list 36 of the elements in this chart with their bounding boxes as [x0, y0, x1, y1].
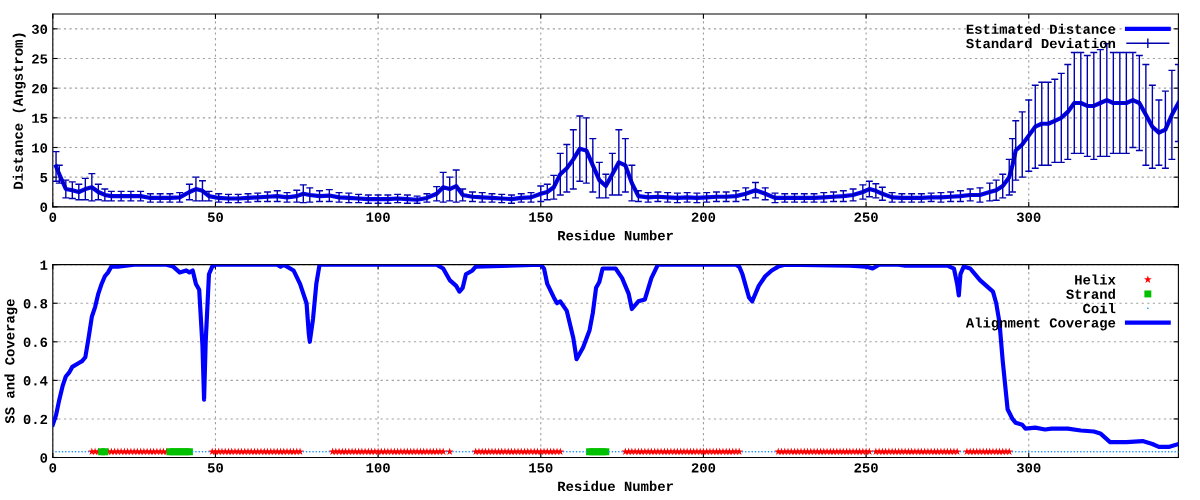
x-tick-label: 50 [207, 463, 223, 473]
y-tick-label: 0.6 [23, 337, 48, 347]
x-tick-label: 300 [1016, 212, 1041, 222]
x-tick-label: 0 [49, 463, 57, 473]
x-axis-title: Residue Number [558, 480, 673, 492]
y-axis-title: Distance (Angstrom) [12, 33, 26, 189]
x-tick-label: 250 [854, 463, 878, 473]
x-tick-label: 50 [207, 212, 223, 222]
y-tick-label: 1 [40, 260, 48, 270]
x-tick-label: 250 [854, 212, 878, 222]
y-tick-label: 0.8 [23, 298, 48, 309]
y-tick-label: 20 [32, 83, 48, 94]
x-axis-title: Residue Number [558, 230, 673, 241]
y-tick-label: 0 [40, 202, 48, 212]
y-tick-label: 30 [31, 24, 48, 35]
x-tick-label: 150 [529, 463, 553, 473]
y-tick-label: 5 [40, 173, 48, 183]
legend-label: Coil [1083, 303, 1116, 314]
legend-label: Helix [1075, 274, 1116, 285]
x-tick-label: 200 [691, 463, 716, 473]
y-tick-label: 10 [32, 143, 48, 153]
y-tick-label: 0.2 [23, 414, 48, 425]
y-tick-label: 0.4 [23, 376, 48, 386]
y-axis-title: SS and Coverage [4, 299, 18, 424]
x-tick-label: 150 [529, 212, 553, 222]
legend-label: Estimated Distance [966, 23, 1116, 34]
x-tick-label: 100 [366, 463, 390, 473]
y-tick-label: 0 [40, 453, 48, 463]
x-tick-label: 200 [691, 212, 716, 222]
x-tick-label: 300 [1016, 463, 1041, 473]
x-tick-label: 0 [49, 212, 57, 222]
y-tick-label: 15 [32, 113, 48, 123]
y-tick-label: 25 [32, 54, 48, 64]
x-tick-label: 100 [366, 212, 390, 222]
legend-label: Standard Deviation [966, 38, 1116, 49]
legend-label: Strand [1066, 288, 1115, 299]
